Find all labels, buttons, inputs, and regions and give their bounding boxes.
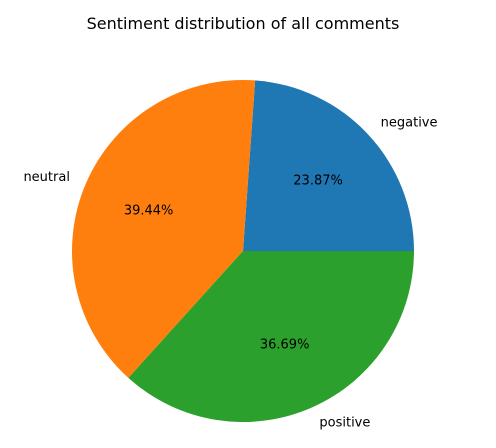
pie-slice-negative <box>243 80 414 252</box>
chart-title: Sentiment distribution of all comments <box>87 14 400 33</box>
pie-labels: negative 23.87% neutral 39.44% positive 36.69… <box>23 115 437 430</box>
pie-slice-positive <box>128 251 414 422</box>
slice-label-negative: negative <box>381 115 438 130</box>
pie-slice-neutral <box>72 80 256 378</box>
slice-label-neutral: neutral <box>23 170 70 185</box>
percent-label-positive: 36.69% <box>260 337 310 352</box>
slice-label-positive: positive <box>319 415 370 430</box>
pie-slices <box>72 80 414 422</box>
percent-label-neutral: 39.44% <box>124 203 174 218</box>
percent-label-negative: 23.87% <box>293 174 343 189</box>
